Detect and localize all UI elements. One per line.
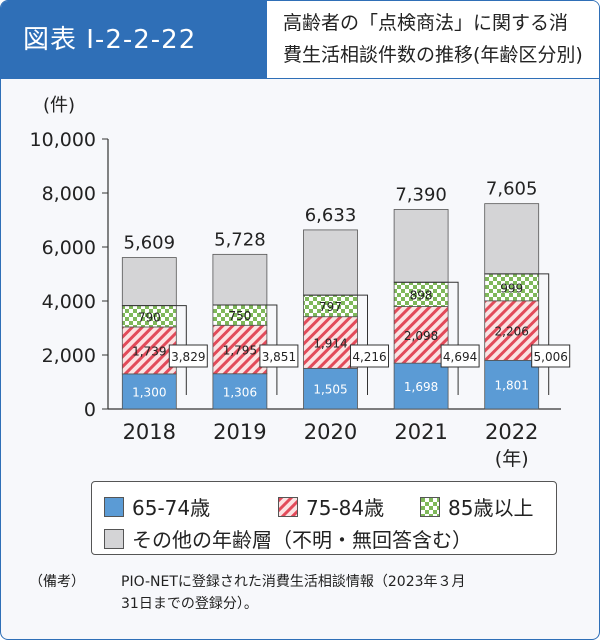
segment-value-label: 1,801 xyxy=(495,379,529,393)
subtotal-box xyxy=(531,344,571,368)
bar-other xyxy=(393,209,449,283)
segment-value-label: 1,505 xyxy=(313,383,347,397)
legend-label-85-plus: 85歳以上 xyxy=(448,496,534,520)
footnote-line1: PIO-NETに登録された消費生活相談情報（2023年３月 xyxy=(121,574,466,590)
legend-swatch-75-84 xyxy=(278,496,298,517)
segment-value-label: 1,300 xyxy=(132,385,166,399)
y-tick-label: 10,000 xyxy=(30,129,96,151)
legend-label-other: その他の年齢層（不明・無回答含む） xyxy=(132,528,472,552)
y-axis-unit: (件) xyxy=(43,95,75,116)
bar-other xyxy=(303,229,358,296)
segment-value-label: 2,206 xyxy=(495,325,529,339)
segment-value-label: 1,914 xyxy=(313,337,347,351)
bar-65-74 xyxy=(393,362,449,410)
x-tick-label: 2018 xyxy=(123,420,176,444)
footnote-label: （備考） xyxy=(29,574,85,590)
legend-swatch-85-plus xyxy=(420,496,440,517)
subtotal-box xyxy=(350,344,389,368)
x-axis-unit: (年) xyxy=(495,448,529,470)
segment-value-label: 790 xyxy=(138,310,161,324)
x-tick-label: 2020 xyxy=(304,420,357,444)
subtotal-label: 3,851 xyxy=(262,350,296,364)
segment-value-label: 797 xyxy=(319,300,342,314)
legend-swatch-65-74 xyxy=(104,496,124,517)
subtotal-label: 3,829 xyxy=(171,350,205,364)
stacked-bar-chart: (件) 0 2,000 4,000 6,000 8,000 10,000 2018 2019 20… xyxy=(30,95,571,470)
legend-item-other: その他の年齢層（不明・無回答含む） xyxy=(104,524,472,553)
segment-value-label: 1,795 xyxy=(223,344,257,358)
bar-total-label: 6,633 xyxy=(305,205,357,226)
legend-label-75-84: 75-84歳 xyxy=(306,496,385,520)
legend-swatch-other xyxy=(104,528,124,549)
chart-legend: 65-74歳 75-84歳 85歳以上 その他の年齢層（不明・無回答含む） xyxy=(91,481,557,555)
bar-65-74 xyxy=(212,373,268,410)
bar-75-84 xyxy=(303,316,358,369)
y-tick-label: 0 xyxy=(84,399,96,421)
legend-item-85-plus: 85歳以上 xyxy=(420,492,533,521)
subtotal-label: 5,006 xyxy=(534,350,568,364)
bar-65-74 xyxy=(303,367,358,410)
subtotal-box xyxy=(259,344,299,368)
bar-75-84 xyxy=(393,306,449,364)
y-tick-label: 8,000 xyxy=(42,183,96,205)
figure-title-line2: 費生活相談件数の推移(年齢区分別) xyxy=(283,44,583,66)
bar-total-label: 5,728 xyxy=(214,229,266,250)
x-tick-label: 2019 xyxy=(213,420,266,444)
segment-value-label: 999 xyxy=(500,281,523,295)
bar-75-84 xyxy=(212,324,268,375)
bar-total-label: 7,605 xyxy=(486,179,538,200)
bar-total-label: 7,390 xyxy=(395,184,447,205)
segment-value-label: 750 xyxy=(228,309,251,323)
y-tick-label: 6,000 xyxy=(42,237,96,259)
subtotal-label: 4,694 xyxy=(443,350,477,364)
legend-item-65-74: 65-74歳 xyxy=(104,492,210,521)
x-tick-label: 2021 xyxy=(394,420,447,444)
segment-value-label: 1,306 xyxy=(223,385,257,399)
bar-total-label: 5,609 xyxy=(124,233,176,254)
segment-value-label: 1,698 xyxy=(404,380,438,394)
bar-other xyxy=(121,257,177,307)
segment-value-label: 898 xyxy=(410,288,433,302)
segment-value-label: 2,098 xyxy=(404,329,438,343)
x-tick-label: 2022 xyxy=(485,420,538,444)
legend-item-75-84: 75-84歳 xyxy=(278,492,384,521)
legend-label-65-74: 65-74歳 xyxy=(132,496,211,520)
y-tick-label: 2,000 xyxy=(42,345,96,367)
footnote-line2: 31日までの登録分）。 xyxy=(121,596,258,612)
bar-85-plus xyxy=(484,273,540,302)
figure-tag: 図表 I-2-2-22 xyxy=(1,1,267,79)
figure-title: 高齢者の「点検商法」に関する消 費生活相談件数の推移(年齢区分別) xyxy=(267,1,599,79)
figure-title-line1: 高齢者の「点検商法」に関する消 xyxy=(283,12,569,34)
bar-other xyxy=(212,253,268,306)
y-tick-label: 4,000 xyxy=(42,291,96,313)
bar-other xyxy=(484,203,540,275)
subtotal-box xyxy=(440,344,480,368)
segment-value-label: 1,739 xyxy=(132,344,166,358)
subtotal-label: 4,216 xyxy=(352,350,386,364)
subtotal-box xyxy=(168,344,208,368)
